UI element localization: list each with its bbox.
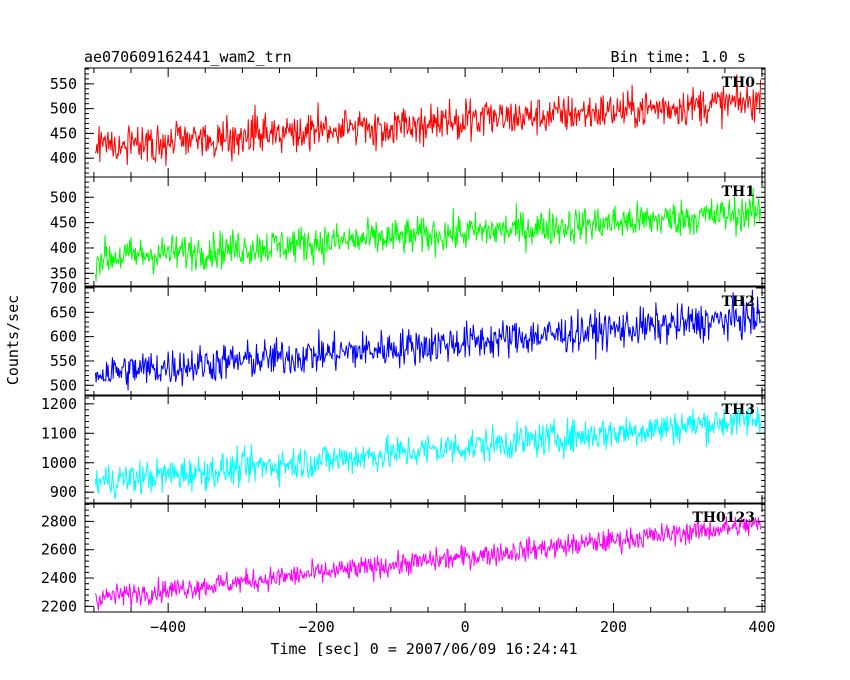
x-tick-label: 0 (461, 618, 470, 636)
y-tick-label: 700 (50, 279, 77, 297)
panel-th2: 500 550 600 650 700 TH2 (50, 279, 766, 397)
y-tick-label: 500 (50, 188, 77, 206)
y-tick-label: 500 (50, 376, 77, 394)
panel-frame (84, 502, 766, 613)
y-tick-label: 900 (50, 483, 77, 501)
y-tick-label: 500 (50, 100, 77, 118)
y-tick-label: 450 (50, 214, 77, 232)
y-tick-label: 2200 (41, 597, 77, 615)
y-axis-label: Counts/sec (4, 295, 22, 385)
series-line-th0 (94, 74, 762, 167)
panel-label-th3: TH3 (722, 402, 755, 418)
panel-th3: 900 1000 1100 1200 TH3 (41, 394, 766, 505)
x-tick-label: 400 (748, 618, 775, 636)
panel-label-th0: TH0 (722, 75, 756, 91)
panels-group: 400 450 500 550 TH0 350 400 450 500 TH1 500 550 600 6… (41, 67, 766, 615)
y-tick-label: 400 (50, 239, 77, 257)
panel-label-th1: TH1 (722, 184, 755, 200)
series-line-th0123 (94, 516, 762, 611)
panel-th0123: 2200 2400 2600 2800 TH0123 (41, 502, 766, 615)
panel-frame (84, 394, 766, 505)
panel-frame (84, 176, 766, 287)
panel-label-th0123: TH0123 (692, 510, 755, 526)
y-tick-label: 2800 (41, 512, 77, 530)
y-tick-label: 650 (50, 303, 77, 321)
panel-frame (84, 286, 766, 397)
y-tick-label: 550 (50, 75, 77, 93)
panel-th0: 400 450 500 550 TH0 (50, 67, 766, 178)
y-tick-label: 350 (50, 264, 77, 282)
x-tick-label: −200 (299, 618, 335, 636)
series-line-th3 (94, 401, 762, 499)
y-tick-label: 2400 (41, 569, 77, 587)
series-line-th2 (94, 289, 762, 391)
y-tick-label: 550 (50, 352, 77, 370)
x-tick-label: −400 (150, 618, 186, 636)
y-tick-label: 600 (50, 328, 77, 346)
x-axis: −400 −200 0 200 400 (150, 618, 775, 636)
x-axis-label: Time [sec] 0 = 2007/06/09 16:24:41 (270, 640, 577, 658)
y-tick-label: 1100 (41, 424, 77, 442)
series-line-th1 (94, 188, 762, 282)
x-tick-label: 200 (600, 618, 627, 636)
bin-time-label: Bin time: 1.0 s (611, 48, 746, 66)
y-tick-label: 1000 (41, 454, 77, 472)
chart-title: ae070609162441_wam2_trn (84, 48, 292, 66)
panel-th1: 350 400 450 500 TH1 (50, 176, 766, 287)
panel-label-th2: TH2 (722, 294, 755, 310)
y-tick-label: 400 (50, 149, 77, 167)
y-tick-label: 2600 (41, 541, 77, 559)
y-tick-label: 1200 (41, 395, 77, 413)
y-tick-label: 450 (50, 124, 77, 142)
